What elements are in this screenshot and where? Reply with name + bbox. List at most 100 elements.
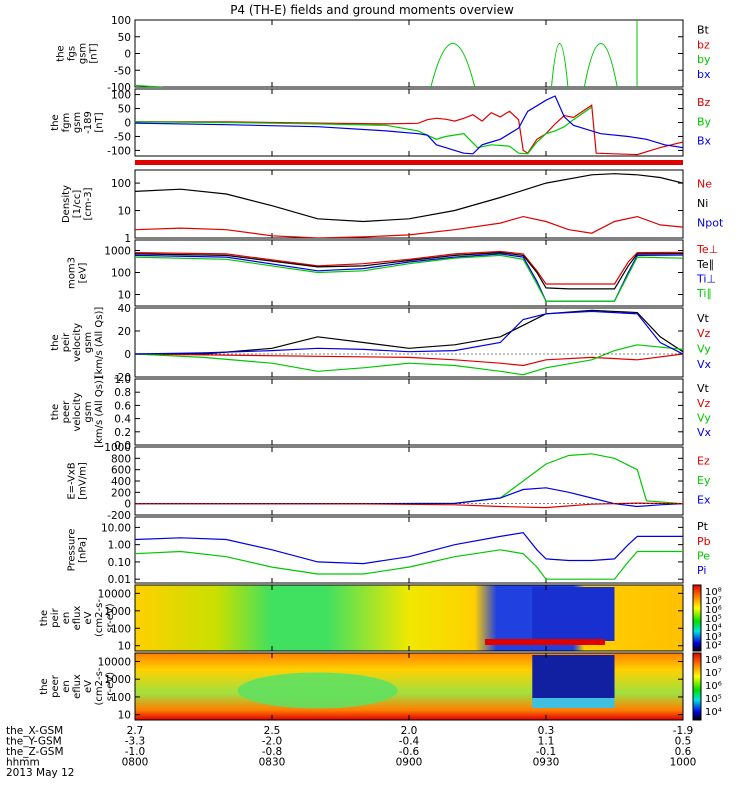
y-tick-label: 40 bbox=[118, 303, 131, 315]
y-tick-label: 600 bbox=[111, 465, 131, 477]
y-tick-label: -50 bbox=[114, 65, 131, 77]
y-axis-label: (cm2-s- bbox=[94, 667, 105, 705]
y-axis-label: velocity bbox=[72, 392, 83, 431]
y-tick-label: 1 bbox=[124, 233, 131, 245]
legend-pressure-2: Pe bbox=[697, 550, 710, 563]
y-tick-label: 0.8 bbox=[114, 387, 131, 399]
legend-efield-2: Ex bbox=[697, 493, 711, 506]
y-tick-label: 0.4 bbox=[114, 414, 131, 426]
y-axis-label: the bbox=[56, 45, 67, 61]
y-axis-label: [mV/m] bbox=[78, 462, 89, 500]
legend-fgs-2: by bbox=[697, 53, 711, 66]
y-axis-label: en bbox=[61, 680, 72, 693]
y-tick-label: 1000 bbox=[104, 245, 131, 257]
legend-temp-3: Ti∥ bbox=[696, 287, 712, 300]
peir-low-energy-band bbox=[485, 639, 605, 645]
y-axis-label: peer bbox=[61, 400, 72, 424]
y-tick-label: 10000 bbox=[98, 656, 131, 668]
colorbar-tick-label: 10⁴ bbox=[705, 707, 722, 718]
y-axis-label: eflux bbox=[72, 674, 83, 699]
y-tick-label: -200 bbox=[107, 510, 131, 522]
y-axis-label: velocity bbox=[72, 323, 83, 362]
legend-peir_vel-2: Vy bbox=[697, 342, 711, 355]
legend-peer_vel-1: Vz bbox=[697, 397, 711, 410]
y-tick-label: 100 bbox=[111, 178, 131, 190]
y-axis-label: [nT] bbox=[94, 112, 105, 132]
y-axis-label: sr-eV) bbox=[105, 672, 116, 701]
panel-frame bbox=[135, 379, 683, 445]
y-tick-label: 1.00 bbox=[108, 540, 131, 552]
ephemeris-value: 1000 bbox=[670, 757, 697, 769]
panel-peer_vel: 1.00.80.6 0.40.20.0 the peer velocity gsm [km/… bbox=[50, 374, 712, 452]
y-tick-label: 0 bbox=[124, 49, 131, 61]
y-axis-label: Pressure bbox=[67, 529, 78, 572]
y-axis-label: gsm bbox=[83, 401, 94, 422]
y-tick-label: 100 bbox=[111, 90, 131, 102]
y-tick-label: 10.00 bbox=[101, 522, 131, 534]
peer-cyan-band bbox=[532, 698, 614, 708]
y-axis-label: gsm bbox=[83, 332, 94, 353]
ephemeris-value: 0930 bbox=[533, 757, 560, 769]
colorbar-tick-label: 10⁵ bbox=[705, 694, 722, 705]
y-axis-label: [cm-3] bbox=[83, 187, 94, 220]
y-tick-label: 1000 bbox=[104, 442, 131, 454]
y-tick-label: -50 bbox=[114, 131, 131, 143]
y-tick-label: 1.0 bbox=[114, 374, 131, 386]
colorbar-tick-label: 10⁶ bbox=[705, 681, 722, 692]
peer-green-region bbox=[238, 673, 398, 709]
y-tick-label: 20 bbox=[118, 326, 131, 338]
y-tick-label: 10 bbox=[118, 206, 131, 218]
fgs-spike bbox=[551, 44, 567, 88]
y-tick-label: -100 bbox=[107, 145, 131, 157]
y-tick-label: 200 bbox=[111, 487, 131, 499]
legend-efield-0: Ez bbox=[697, 454, 710, 467]
panel-peer_spec: 10000100010010the peer en eflux eV (cm2-s-sr-… bbox=[39, 653, 722, 722]
panel-frame bbox=[135, 240, 683, 306]
fgs-spike bbox=[431, 44, 475, 88]
y-axis-label: [km/s (All Qs)] bbox=[94, 376, 105, 448]
y-tick-label: 0.6 bbox=[114, 400, 131, 412]
y-tick-label: 0 bbox=[124, 118, 131, 130]
panel-frame bbox=[135, 517, 683, 583]
y-axis-label: the bbox=[50, 404, 61, 420]
y-axis-label: Density bbox=[61, 185, 72, 223]
legend-pressure-0: Pt bbox=[697, 520, 709, 533]
panel-frame bbox=[135, 308, 683, 377]
panel-temp: 100010010mom3 [eV]Te⊥Te∥Ti⊥Ti∥ bbox=[67, 240, 750, 306]
y-tick-label: 0.01 bbox=[108, 574, 131, 586]
y-axis-label: the bbox=[50, 334, 61, 350]
panel-pressure: 10.001.000.100.01Pressure [nPa]PtPbPePi bbox=[67, 517, 750, 586]
y-axis-label: gsm bbox=[72, 112, 83, 133]
legend-pressure-1: Pb bbox=[697, 535, 711, 548]
panel-fgs: 100 50 0 -50 -100 the fgs gsm [nT] Bt bz by bx bbox=[56, 15, 711, 94]
y-axis-label: eV bbox=[83, 611, 94, 624]
y-axis-label: eV bbox=[83, 680, 94, 693]
legend-efield-1: Ey bbox=[697, 474, 711, 487]
series-pressure-Pe bbox=[135, 550, 750, 579]
y-axis-label: [nPa] bbox=[78, 537, 89, 563]
ephemeris-value: 0900 bbox=[396, 757, 423, 769]
panel-fgm: 100 50 0-50 -100 the fgm gsm -189 [nT] Bz By Bx bbox=[50, 89, 712, 157]
y-axis-label: fgm bbox=[61, 113, 72, 133]
legend-density-0: Ne bbox=[697, 177, 712, 190]
y-axis-label: the bbox=[39, 610, 50, 626]
y-tick-label: 100 bbox=[111, 267, 131, 279]
panel-peir_spec: 10000100010010the peir en eflux eV (cm2-s-sr-… bbox=[39, 585, 722, 653]
y-axis-label: E=-VxB bbox=[67, 462, 78, 499]
y-tick-label: 100 bbox=[111, 15, 131, 27]
legend-pressure-3: Pi bbox=[697, 564, 706, 577]
y-axis-label: eflux bbox=[72, 606, 83, 631]
y-tick-label: 800 bbox=[111, 453, 131, 465]
y-tick-label: 10 bbox=[118, 289, 131, 301]
y-tick-label: 10 bbox=[118, 641, 131, 653]
y-tick-label: 50 bbox=[118, 104, 131, 116]
y-axis-label: peer bbox=[50, 674, 61, 698]
y-tick-label: 0 bbox=[124, 349, 131, 361]
date-label: 2013 May 12 bbox=[6, 767, 74, 779]
legend-temp-1: Te∥ bbox=[696, 258, 714, 271]
legend-peer_vel-2: Vy bbox=[697, 412, 711, 425]
y-tick-label: 400 bbox=[111, 476, 131, 488]
peer-low-flux-region bbox=[532, 655, 614, 700]
colorbar-tick-label: 10⁸ bbox=[705, 655, 722, 666]
